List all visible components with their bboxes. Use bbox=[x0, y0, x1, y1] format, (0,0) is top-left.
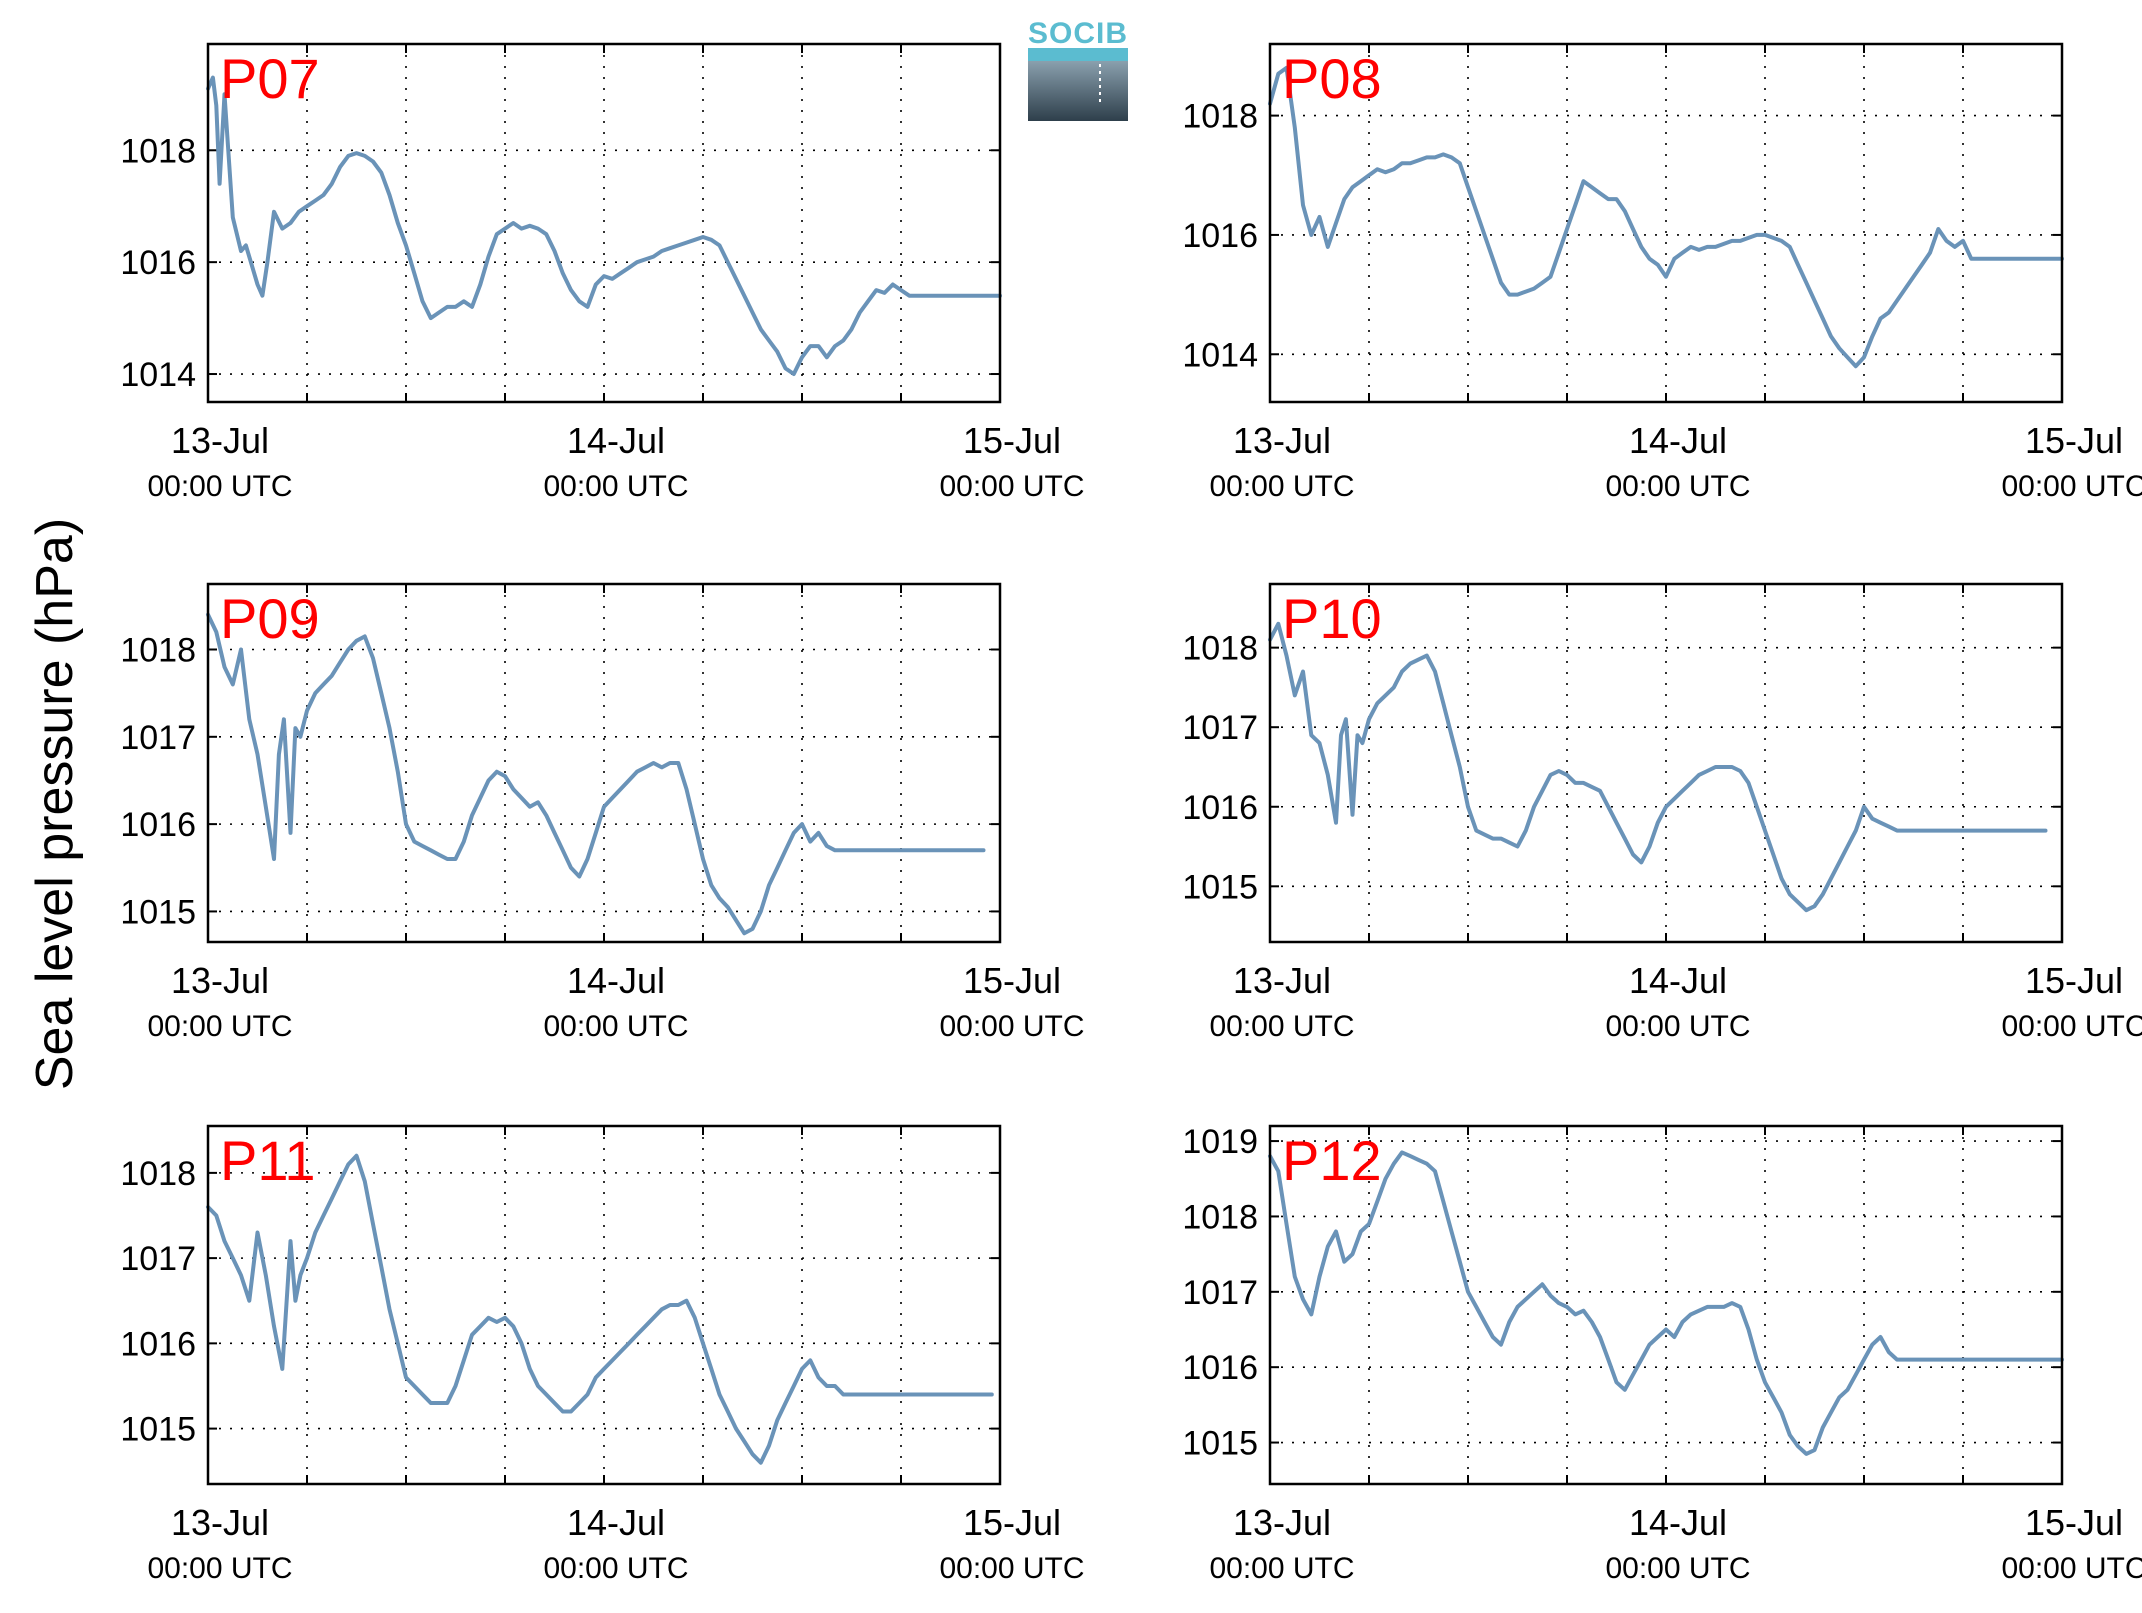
y-tick-label: 1015 bbox=[120, 1411, 196, 1449]
x-tick-date-label: 14-Jul bbox=[1629, 1502, 1727, 1543]
y-tick-label: 1016 bbox=[120, 244, 196, 282]
y-tick-label: 1015 bbox=[1182, 868, 1258, 906]
y-tick-label: 1016 bbox=[120, 806, 196, 844]
x-tick-time-label: 00:00 UTC bbox=[2001, 470, 2142, 503]
x-tick-time-label: 00:00 UTC bbox=[1605, 470, 1750, 503]
y-tick-label: 1018 bbox=[1182, 1198, 1258, 1236]
x-tick-date-label: 13-Jul bbox=[171, 1502, 269, 1543]
x-tick-date-label: 14-Jul bbox=[567, 1502, 665, 1543]
plot-area bbox=[208, 44, 1000, 402]
series-line bbox=[206, 1153, 994, 1465]
y-tick-label: 1014 bbox=[1182, 336, 1258, 374]
x-tick-date-label: 14-Jul bbox=[567, 960, 665, 1001]
x-tick-date-label: 13-Jul bbox=[171, 960, 269, 1001]
x-tick-time-label: 00:00 UTC bbox=[147, 470, 292, 503]
logo-text: SOCIB bbox=[1028, 17, 1128, 50]
panel-p12: 1015 1016 1017 1018 1019 P12 13-Jul 00:00 UTC 14… bbox=[1182, 1123, 2142, 1585]
plot-area bbox=[1270, 44, 2062, 402]
logo-depth-block bbox=[1028, 61, 1128, 121]
x-tick-date-label: 15-Jul bbox=[2025, 1502, 2123, 1543]
axes-frame bbox=[1268, 42, 2064, 404]
y-tick-label: 1015 bbox=[120, 893, 196, 931]
x-tick-date-label: 15-Jul bbox=[963, 960, 1061, 1001]
x-tick-time-label: 00:00 UTC bbox=[1605, 1552, 1750, 1585]
axes-frame bbox=[206, 582, 1002, 944]
panel-title: P11 bbox=[220, 1129, 315, 1192]
y-tick-label: 1018 bbox=[120, 1155, 196, 1193]
panel-p11: 1015 1016 1017 1018 P11 13-Jul 00:00 UTC 14-Jul… bbox=[120, 1124, 1085, 1585]
axes-frame bbox=[1268, 1124, 2064, 1486]
panels: 1014 1016 1018 P07 13-Jul 00:00 UTC 14-Jul 00:0… bbox=[120, 42, 2142, 1585]
x-tick-time-label: 00:00 UTC bbox=[543, 1010, 688, 1043]
axes-frame bbox=[206, 42, 1002, 404]
x-tick-time-label: 00:00 UTC bbox=[939, 470, 1084, 503]
axes-frame bbox=[1268, 582, 2064, 944]
panel-p09: 1015 1016 1017 1018 P09 13-Jul 00:00 UTC 14-Jul… bbox=[120, 582, 1085, 1043]
x-tick-date-label: 13-Jul bbox=[171, 420, 269, 461]
axes-frame bbox=[206, 1124, 1002, 1486]
y-tick-label: 1018 bbox=[1182, 98, 1258, 136]
y-tick-label: 1017 bbox=[1182, 1274, 1258, 1312]
y-tick-label: 1016 bbox=[1182, 217, 1258, 255]
x-tick-time-label: 00:00 UTC bbox=[1209, 1552, 1354, 1585]
series-line bbox=[206, 612, 986, 936]
panel-p07: 1014 1016 1018 P07 13-Jul 00:00 UTC 14-Jul 00:0… bbox=[120, 42, 1085, 503]
x-tick-date-label: 14-Jul bbox=[1629, 420, 1727, 461]
panel-title: P08 bbox=[1282, 47, 1382, 110]
series-line bbox=[206, 75, 1002, 376]
x-tick-date-label: 13-Jul bbox=[1233, 420, 1331, 461]
x-tick-time-label: 00:00 UTC bbox=[147, 1552, 292, 1585]
y-tick-label: 1017 bbox=[120, 1240, 196, 1278]
x-tick-time-label: 00:00 UTC bbox=[939, 1010, 1084, 1043]
y-tick-label: 1017 bbox=[1182, 709, 1258, 747]
series-line bbox=[1268, 1150, 2064, 1456]
series-line bbox=[1268, 621, 2048, 913]
x-tick-date-label: 15-Jul bbox=[963, 420, 1061, 461]
panel-p10: 1015 1016 1017 1018 P10 13-Jul 00:00 UTC 14-Jul… bbox=[1182, 582, 2142, 1043]
plot-area bbox=[208, 584, 1000, 942]
x-tick-time-label: 00:00 UTC bbox=[1209, 1010, 1354, 1043]
x-tick-time-label: 00:00 UTC bbox=[1605, 1010, 1750, 1043]
x-tick-time-label: 00:00 UTC bbox=[939, 1552, 1084, 1585]
y-tick-label: 1019 bbox=[1182, 1123, 1258, 1161]
x-tick-date-label: 15-Jul bbox=[963, 1502, 1061, 1543]
logo-water-band bbox=[1028, 48, 1128, 61]
x-tick-time-label: 00:00 UTC bbox=[1209, 470, 1354, 503]
x-tick-date-label: 15-Jul bbox=[2025, 960, 2123, 1001]
y-axis-label: Sea level pressure (hPa) bbox=[26, 518, 84, 1090]
y-tick-label: 1016 bbox=[1182, 789, 1258, 827]
x-tick-date-label: 13-Jul bbox=[1233, 1502, 1331, 1543]
panel-title: P07 bbox=[220, 47, 320, 110]
x-tick-date-label: 14-Jul bbox=[567, 420, 665, 461]
x-tick-time-label: 00:00 UTC bbox=[2001, 1552, 2142, 1585]
x-tick-date-label: 15-Jul bbox=[2025, 420, 2123, 461]
x-tick-time-label: 00:00 UTC bbox=[147, 1010, 292, 1043]
y-tick-label: 1018 bbox=[120, 631, 196, 669]
y-tick-label: 1014 bbox=[120, 356, 196, 394]
panel-title: P10 bbox=[1282, 587, 1382, 650]
y-tick-label: 1015 bbox=[1182, 1425, 1258, 1463]
y-tick-label: 1016 bbox=[120, 1325, 196, 1363]
plot-area bbox=[1270, 584, 2062, 942]
plot-area bbox=[1270, 1126, 2062, 1484]
x-tick-time-label: 00:00 UTC bbox=[2001, 1010, 2142, 1043]
panel-p08: 1014 1016 1018 P08 13-Jul 00:00 UTC 14-Jul 00:0… bbox=[1182, 42, 2142, 503]
plot-area bbox=[208, 1126, 1000, 1484]
y-tick-label: 1018 bbox=[120, 132, 196, 170]
x-tick-date-label: 14-Jul bbox=[1629, 960, 1727, 1001]
x-tick-time-label: 00:00 UTC bbox=[543, 470, 688, 503]
panel-title: P12 bbox=[1282, 1129, 1382, 1192]
y-tick-label: 1016 bbox=[1182, 1349, 1258, 1387]
y-tick-label: 1018 bbox=[1182, 630, 1258, 668]
series-line bbox=[1268, 65, 2064, 369]
y-tick-label: 1017 bbox=[120, 719, 196, 757]
panel-title: P09 bbox=[220, 587, 320, 650]
x-tick-date-label: 13-Jul bbox=[1233, 960, 1331, 1001]
socib-logo: SOCIB bbox=[1028, 17, 1128, 121]
x-tick-time-label: 00:00 UTC bbox=[543, 1552, 688, 1585]
